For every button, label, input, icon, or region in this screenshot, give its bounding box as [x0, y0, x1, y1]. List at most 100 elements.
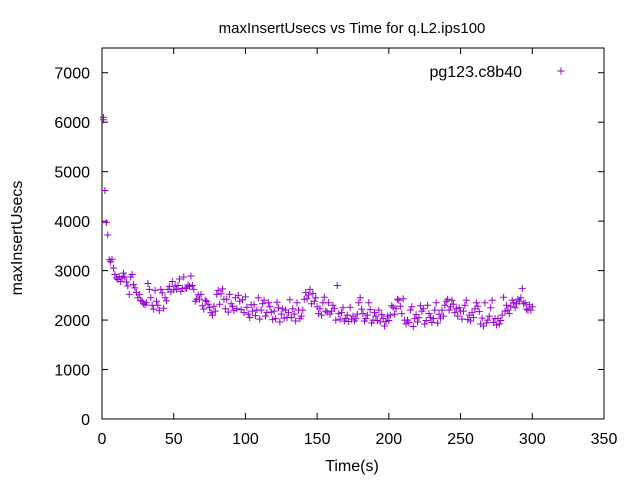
data-point: [504, 306, 512, 314]
data-point: [187, 272, 195, 280]
data-point: [151, 286, 159, 294]
legend-marker: [557, 67, 565, 75]
data-point: [204, 300, 212, 308]
data-point: [244, 310, 252, 318]
data-point: [196, 295, 204, 303]
data-point: [266, 303, 274, 311]
data-point: [388, 302, 396, 310]
data-point: [111, 271, 119, 279]
data-point: [217, 290, 225, 298]
data-point: [297, 312, 305, 320]
data-point: [259, 300, 267, 308]
data-point: [485, 312, 493, 320]
data-point: [256, 315, 264, 323]
data-point: [478, 314, 486, 322]
data-point: [101, 186, 109, 194]
data-point: [124, 282, 132, 290]
data-point: [289, 305, 297, 313]
data-point: [173, 285, 181, 293]
data-point: [279, 305, 287, 313]
data-point: [312, 294, 320, 302]
y-axis-label: maxInsertUsecs: [9, 181, 26, 296]
data-point: [264, 299, 272, 307]
data-point: [197, 290, 205, 298]
data-point: [405, 319, 413, 327]
data-point: [461, 301, 469, 309]
data-point: [408, 303, 416, 311]
data-point: [511, 304, 519, 312]
data-point: [125, 290, 133, 298]
y-tick-label: 2000: [54, 313, 90, 330]
data-point: [372, 312, 380, 320]
data-point: [362, 315, 370, 323]
data-point: [236, 297, 244, 305]
data-point: [329, 301, 337, 309]
data-point: [333, 281, 341, 289]
x-axis-ticks: 0 50 100 150 200 250 300 350: [98, 48, 618, 448]
data-point: [434, 319, 442, 327]
data-point: [500, 293, 508, 301]
data-point: [439, 312, 447, 320]
data-point: [495, 320, 503, 328]
data-point: [299, 306, 307, 314]
data-point: [480, 322, 488, 330]
data-point: [277, 310, 285, 318]
y-axis-ticks: 0 1000 2000 3000 4000 5000 6000 7000: [54, 66, 604, 429]
data-point: [411, 315, 419, 323]
data-point: [246, 314, 254, 322]
y-tick-label: 1000: [54, 363, 90, 380]
data-point: [203, 297, 211, 305]
data-point: [144, 279, 152, 287]
legend: pg123.c8b40: [429, 64, 565, 81]
data-point: [445, 306, 453, 314]
data-point: [214, 286, 222, 294]
data-point: [150, 305, 158, 313]
data-point: [309, 289, 317, 297]
data-point: [177, 287, 185, 295]
data-point: [464, 316, 472, 324]
data-point: [190, 285, 198, 293]
x-tick-label: 300: [519, 431, 546, 448]
x-tick-label: 350: [591, 431, 618, 448]
data-point: [389, 303, 397, 311]
data-point: [497, 317, 505, 325]
data-point: [363, 311, 371, 319]
x-axis-label: Time(s): [325, 458, 379, 475]
data-point: [287, 314, 295, 322]
y-tick-label: 5000: [54, 165, 90, 182]
data-point: [306, 285, 314, 293]
data-point: [419, 305, 427, 313]
data-point: [441, 301, 449, 309]
data-point: [303, 295, 311, 303]
data-point: [382, 318, 390, 326]
data-point: [426, 314, 434, 322]
data-point: [383, 312, 391, 320]
x-tick-label: 200: [376, 431, 403, 448]
data-point: [130, 280, 138, 288]
data-point: [160, 304, 168, 312]
data-point: [185, 282, 193, 290]
data-point: [481, 299, 489, 307]
data-point: [310, 297, 318, 305]
data-point: [290, 310, 298, 318]
plot-frame: [101, 47, 605, 420]
data-point: [528, 303, 536, 311]
data-point: [396, 302, 404, 310]
data-point: [475, 308, 483, 316]
data-point: [498, 311, 506, 319]
data-point: [517, 294, 525, 302]
data-point: [431, 306, 439, 314]
data-point: [379, 315, 387, 323]
x-tick-label: 50: [165, 431, 183, 448]
data-point: [448, 296, 456, 304]
data-point: [270, 307, 278, 315]
data-point: [366, 306, 374, 314]
data-point: [273, 298, 281, 306]
data-point: [395, 296, 403, 304]
data-point: [250, 301, 258, 309]
data-point: [339, 304, 347, 312]
data-point: [502, 301, 510, 309]
data-point: [429, 315, 437, 323]
data-point: [335, 310, 343, 318]
data-point: [467, 317, 475, 325]
